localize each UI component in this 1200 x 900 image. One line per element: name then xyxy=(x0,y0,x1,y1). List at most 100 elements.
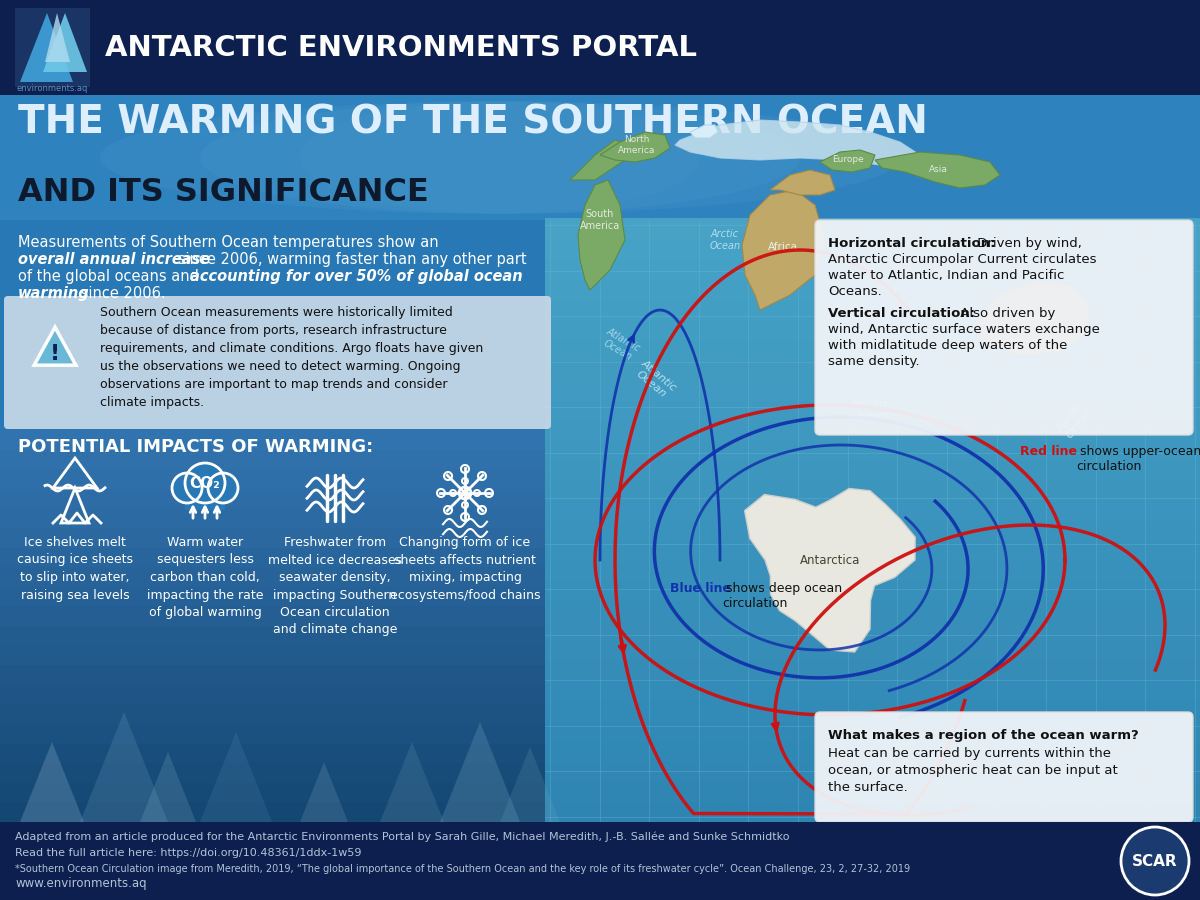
Polygon shape xyxy=(500,747,560,822)
FancyBboxPatch shape xyxy=(0,488,554,508)
Ellipse shape xyxy=(200,102,800,214)
Polygon shape xyxy=(978,282,1090,355)
Text: with midlatitude deep waters of the: with midlatitude deep waters of the xyxy=(828,339,1067,352)
FancyBboxPatch shape xyxy=(545,238,1200,260)
Polygon shape xyxy=(744,489,916,652)
Text: www.environments.aq: www.environments.aq xyxy=(14,877,146,890)
FancyBboxPatch shape xyxy=(545,740,1200,761)
FancyBboxPatch shape xyxy=(0,95,1200,220)
FancyBboxPatch shape xyxy=(0,684,554,705)
FancyBboxPatch shape xyxy=(0,762,554,783)
Text: Measurements of Southern Ocean temperatures show an: Measurements of Southern Ocean temperatu… xyxy=(18,235,443,250)
FancyBboxPatch shape xyxy=(0,801,554,822)
Polygon shape xyxy=(43,13,88,72)
Polygon shape xyxy=(300,762,348,822)
Polygon shape xyxy=(820,150,875,172)
FancyBboxPatch shape xyxy=(545,278,1200,301)
Text: POTENTIAL IMPACTS OF WARMING:: POTENTIAL IMPACTS OF WARMING: xyxy=(18,438,373,456)
FancyBboxPatch shape xyxy=(0,448,554,469)
FancyBboxPatch shape xyxy=(545,780,1200,802)
Text: Driven by wind,: Driven by wind, xyxy=(973,237,1082,250)
FancyBboxPatch shape xyxy=(4,296,551,429)
Text: Africa: Africa xyxy=(768,242,798,252)
FancyBboxPatch shape xyxy=(545,358,1200,381)
Polygon shape xyxy=(578,180,625,290)
FancyBboxPatch shape xyxy=(545,459,1200,481)
FancyBboxPatch shape xyxy=(545,298,1200,320)
FancyBboxPatch shape xyxy=(0,644,554,665)
FancyBboxPatch shape xyxy=(545,399,1200,420)
Text: of the global oceans and: of the global oceans and xyxy=(18,269,204,284)
FancyBboxPatch shape xyxy=(545,479,1200,501)
FancyBboxPatch shape xyxy=(545,338,1200,361)
Text: Read the full article here: https://doi.org/10.48361/1ddx-1w59: Read the full article here: https://doi.… xyxy=(14,848,361,858)
Text: Australia: Australia xyxy=(1013,313,1057,323)
FancyBboxPatch shape xyxy=(545,499,1200,521)
Text: Atlantic
Ocean: Atlantic Ocean xyxy=(599,327,642,364)
Circle shape xyxy=(1121,827,1189,895)
Text: environments.aq: environments.aq xyxy=(17,84,88,93)
Polygon shape xyxy=(140,752,196,822)
Text: since 2006, warming faster than any other part: since 2006, warming faster than any othe… xyxy=(173,252,527,267)
Text: same density.: same density. xyxy=(828,355,919,368)
FancyBboxPatch shape xyxy=(545,760,1200,782)
Text: What makes a region of the ocean warm?: What makes a region of the ocean warm? xyxy=(828,729,1139,742)
Polygon shape xyxy=(770,170,835,195)
FancyBboxPatch shape xyxy=(14,8,90,87)
Polygon shape xyxy=(34,328,76,365)
FancyBboxPatch shape xyxy=(545,699,1200,722)
FancyBboxPatch shape xyxy=(815,220,1193,435)
FancyBboxPatch shape xyxy=(545,379,1200,400)
Text: South
America: South America xyxy=(580,209,620,230)
FancyBboxPatch shape xyxy=(0,527,554,547)
Text: wind, Antarctic surface waters exchange: wind, Antarctic surface waters exchange xyxy=(828,323,1100,336)
Text: Adapted from an article produced for the Antarctic Environments Portal by Sarah : Adapted from an article produced for the… xyxy=(14,832,790,842)
Polygon shape xyxy=(690,125,718,138)
FancyBboxPatch shape xyxy=(0,586,554,607)
FancyBboxPatch shape xyxy=(0,546,554,567)
FancyBboxPatch shape xyxy=(815,712,1193,822)
Polygon shape xyxy=(380,742,444,822)
Text: North
America: North America xyxy=(618,135,655,155)
Text: Antarctic Circumpolar Current circulates: Antarctic Circumpolar Current circulates xyxy=(828,253,1097,266)
Text: Ice shelves melt
causing ice sheets
to slip into water,
raising sea levels: Ice shelves melt causing ice sheets to s… xyxy=(17,536,133,601)
FancyBboxPatch shape xyxy=(0,606,554,626)
Text: Warm water
sequesters less
carbon than cold,
impacting the rate
of global warmin: Warm water sequesters less carbon than c… xyxy=(146,536,263,619)
FancyBboxPatch shape xyxy=(0,429,554,450)
Text: shows upper-ocean
circulation: shows upper-ocean circulation xyxy=(1076,445,1200,473)
Polygon shape xyxy=(440,722,520,822)
FancyBboxPatch shape xyxy=(0,0,1200,95)
Text: Red line: Red line xyxy=(1020,445,1078,458)
FancyBboxPatch shape xyxy=(0,95,1200,822)
Text: Arctic
Ocean: Arctic Ocean xyxy=(709,230,740,251)
FancyBboxPatch shape xyxy=(0,704,554,724)
Text: Asia: Asia xyxy=(929,166,948,175)
FancyBboxPatch shape xyxy=(0,508,554,528)
FancyBboxPatch shape xyxy=(545,539,1200,561)
Text: AND ITS SIGNIFICANCE: AND ITS SIGNIFICANCE xyxy=(18,177,428,208)
FancyBboxPatch shape xyxy=(545,559,1200,581)
Polygon shape xyxy=(875,152,1000,188)
Text: ANTARCTIC ENVIRONMENTS PORTAL: ANTARCTIC ENVIRONMENTS PORTAL xyxy=(106,33,697,61)
Text: Vertical circulation:: Vertical circulation: xyxy=(828,307,976,320)
FancyBboxPatch shape xyxy=(545,258,1200,280)
Text: Horizontal circulation:: Horizontal circulation: xyxy=(828,237,996,250)
Polygon shape xyxy=(20,742,84,822)
Text: Heat can be carried by currents within the
ocean, or atmospheric heat can be inp: Heat can be carried by currents within t… xyxy=(828,747,1117,794)
FancyBboxPatch shape xyxy=(545,720,1200,742)
FancyBboxPatch shape xyxy=(0,782,554,803)
FancyBboxPatch shape xyxy=(545,619,1200,642)
Circle shape xyxy=(208,473,238,503)
FancyBboxPatch shape xyxy=(545,418,1200,441)
Text: Indian
Ocean: Indian Ocean xyxy=(852,400,888,421)
Polygon shape xyxy=(46,13,70,62)
Circle shape xyxy=(185,463,226,503)
Text: SCAR: SCAR xyxy=(1132,853,1178,868)
Text: water to Atlantic, Indian and Pacific: water to Atlantic, Indian and Pacific xyxy=(828,269,1064,282)
Polygon shape xyxy=(570,140,630,180)
FancyBboxPatch shape xyxy=(0,468,554,489)
Circle shape xyxy=(172,473,202,503)
Text: Also driven by: Also driven by xyxy=(956,307,1055,320)
Polygon shape xyxy=(742,190,826,310)
FancyBboxPatch shape xyxy=(545,519,1200,541)
